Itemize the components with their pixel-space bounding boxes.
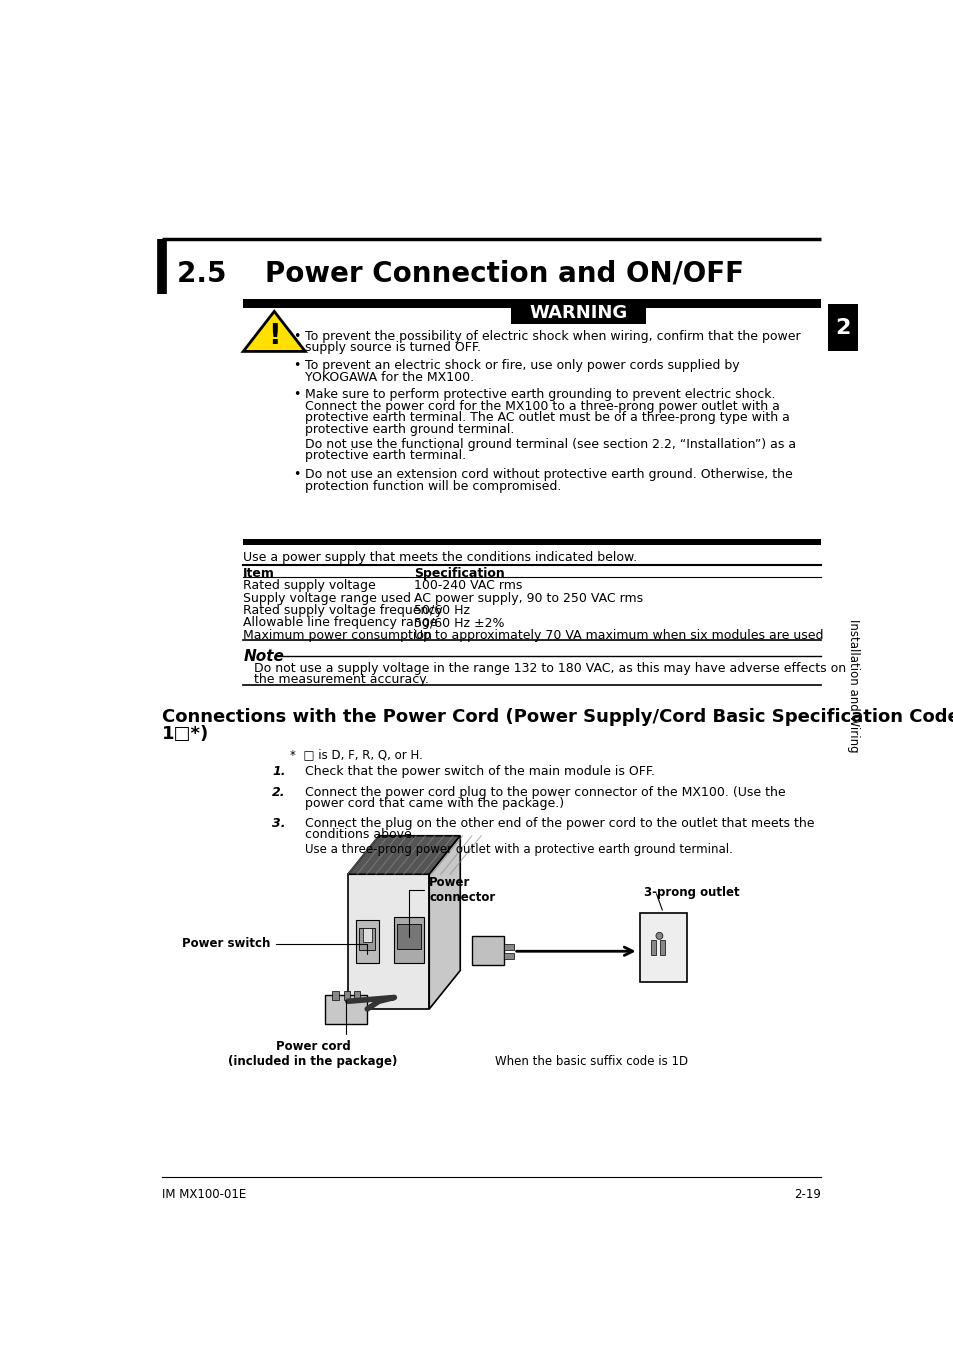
Text: •: • xyxy=(294,468,301,482)
Text: To prevent an electric shock or fire, use only power cords supplied by: To prevent an electric shock or fire, us… xyxy=(305,359,740,373)
Text: power cord that came with the package.): power cord that came with the package.) xyxy=(305,798,564,810)
Bar xyxy=(397,925,420,949)
Bar xyxy=(243,539,820,545)
Text: Up to approximately 70 VA maximum when six modules are used: Up to approximately 70 VA maximum when s… xyxy=(414,629,822,641)
Text: *  □ is D, F, R, Q, or H.: * □ is D, F, R, Q, or H. xyxy=(290,748,422,761)
Text: Connect the power cord plug to the power connector of the MX100. (Use the: Connect the power cord plug to the power… xyxy=(305,786,785,799)
Text: 3.: 3. xyxy=(273,817,286,829)
Text: Supply voltage range used: Supply voltage range used xyxy=(243,591,411,605)
Text: Use a power supply that meets the conditions indicated below.: Use a power supply that meets the condit… xyxy=(243,551,637,564)
Text: Power
connector: Power connector xyxy=(409,876,495,937)
Bar xyxy=(510,302,645,324)
Text: 2.: 2. xyxy=(273,786,286,799)
Text: AC power supply, 90 to 250 VAC rms: AC power supply, 90 to 250 VAC rms xyxy=(414,591,642,605)
Text: the measurement accuracy.: the measurement accuracy. xyxy=(253,672,429,686)
Text: Do not use an extension cord without protective earth ground. Otherwise, the: Do not use an extension cord without pro… xyxy=(305,468,792,482)
Text: YOKOGAWA for the MX100.: YOKOGAWA for the MX100. xyxy=(305,371,474,383)
Bar xyxy=(348,875,429,1008)
Text: Item: Item xyxy=(243,567,274,580)
Text: supply source is turned OFF.: supply source is turned OFF. xyxy=(305,342,480,355)
Text: 50/60 Hz: 50/60 Hz xyxy=(414,603,469,617)
Text: To prevent the possibility of electric shock when wiring, confirm that the power: To prevent the possibility of electric s… xyxy=(305,329,800,343)
Ellipse shape xyxy=(656,933,662,940)
Bar xyxy=(659,940,664,954)
Text: 100-240 VAC rms: 100-240 VAC rms xyxy=(414,579,521,593)
Bar xyxy=(354,991,360,1000)
Text: Do not use a supply voltage in the range 132 to 180 VAC, as this may have advers: Do not use a supply voltage in the range… xyxy=(253,662,845,675)
Text: Note: Note xyxy=(243,649,284,664)
Text: •: • xyxy=(294,359,301,373)
Bar xyxy=(639,913,686,981)
Text: WARNING: WARNING xyxy=(529,304,627,321)
Text: Allowable line frequency range: Allowable line frequency range xyxy=(243,617,437,629)
Text: 50/60 Hz ±2%: 50/60 Hz ±2% xyxy=(414,617,504,629)
Bar xyxy=(504,944,513,949)
Text: Connections with the Power Cord (Power Supply/Cord Basic Specification Code: Connections with the Power Cord (Power S… xyxy=(162,707,953,726)
Text: Rated supply voltage frequency: Rated supply voltage frequency xyxy=(243,603,442,617)
Bar xyxy=(504,953,513,958)
Text: Installation and Wiring: Installation and Wiring xyxy=(846,618,860,752)
Polygon shape xyxy=(429,836,459,1008)
Bar xyxy=(344,991,350,1000)
Text: Check that the power switch of the main module is OFF.: Check that the power switch of the main … xyxy=(305,765,655,778)
Bar xyxy=(472,936,504,965)
Bar xyxy=(827,305,857,351)
Bar xyxy=(332,991,338,1000)
Bar xyxy=(355,921,378,963)
Polygon shape xyxy=(348,836,459,875)
Text: Maximum power consumption: Maximum power consumption xyxy=(243,629,432,641)
Text: When the basic suffix code is 1D: When the basic suffix code is 1D xyxy=(495,1056,687,1068)
Text: Power cord
(included in the package): Power cord (included in the package) xyxy=(228,1000,397,1068)
Text: 3-prong outlet: 3-prong outlet xyxy=(643,886,739,899)
Text: •: • xyxy=(294,329,301,343)
Text: Do not use the functional ground terminal (see section 2.2, “Installation”) as a: Do not use the functional ground termina… xyxy=(305,437,796,451)
Bar xyxy=(243,300,820,308)
Polygon shape xyxy=(243,312,305,351)
Text: 1□*): 1□*) xyxy=(162,725,209,743)
Text: Specification: Specification xyxy=(414,567,504,580)
Text: Rated supply voltage: Rated supply voltage xyxy=(243,579,375,593)
Text: 1.: 1. xyxy=(273,765,286,778)
Text: protective earth terminal.: protective earth terminal. xyxy=(305,450,466,462)
Bar xyxy=(359,929,375,949)
Bar xyxy=(324,995,367,1025)
Text: IM MX100-01E: IM MX100-01E xyxy=(162,1188,246,1200)
Text: 2.5    Power Connection and ON/OFF: 2.5 Power Connection and ON/OFF xyxy=(177,259,743,288)
Text: Connect the power cord for the MX100 to a three-prong power outlet with a: Connect the power cord for the MX100 to … xyxy=(305,400,780,413)
Text: protective earth ground terminal.: protective earth ground terminal. xyxy=(305,423,514,436)
Text: conditions above.: conditions above. xyxy=(305,828,416,841)
Text: 2-19: 2-19 xyxy=(793,1188,820,1200)
Bar xyxy=(394,917,423,963)
Text: !: ! xyxy=(268,323,280,350)
Text: Connect the plug on the other end of the power cord to the outlet that meets the: Connect the plug on the other end of the… xyxy=(305,817,814,829)
Text: Use a three-prong power outlet with a protective earth ground terminal.: Use a three-prong power outlet with a pr… xyxy=(305,842,732,856)
Text: •: • xyxy=(294,389,301,401)
Text: Power switch: Power switch xyxy=(182,937,367,954)
Text: 2: 2 xyxy=(835,317,850,338)
Text: protective earth terminal. The AC outlet must be of a three-prong type with a: protective earth terminal. The AC outlet… xyxy=(305,412,789,424)
Text: protection function will be compromised.: protection function will be compromised. xyxy=(305,481,561,493)
Bar xyxy=(650,940,655,954)
Text: Make sure to perform protective earth grounding to prevent electric shock.: Make sure to perform protective earth gr… xyxy=(305,389,775,401)
Bar xyxy=(362,929,372,942)
